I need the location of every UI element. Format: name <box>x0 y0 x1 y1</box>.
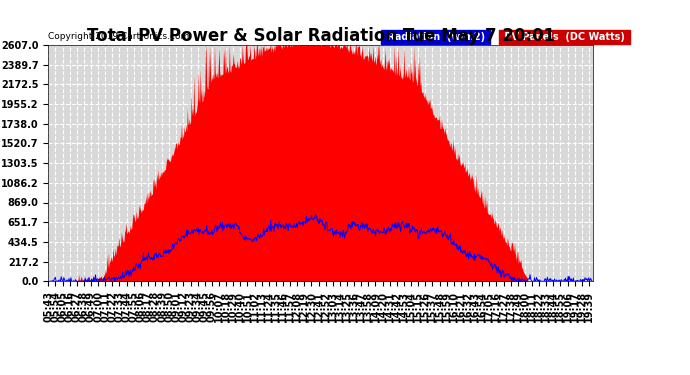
Title: Total PV Power & Solar Radiation Tue May 7 20:01: Total PV Power & Solar Radiation Tue May… <box>87 27 555 45</box>
Text: PV Panels  (DC Watts): PV Panels (DC Watts) <box>501 32 628 42</box>
Text: Radiation  (w/m2): Radiation (w/m2) <box>384 32 488 42</box>
Text: Copyright 2019 Cartronics.com: Copyright 2019 Cartronics.com <box>48 32 190 41</box>
